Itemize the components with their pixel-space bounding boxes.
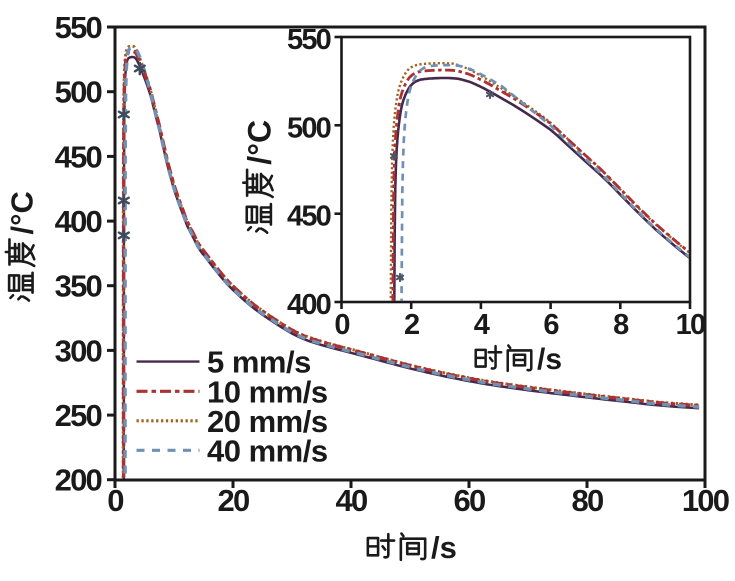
svg-text:550: 550 bbox=[287, 24, 331, 56]
svg-text:10 mm/s: 10 mm/s bbox=[207, 374, 328, 409]
svg-text:550: 550 bbox=[55, 10, 102, 45]
svg-text:/s: /s bbox=[537, 343, 562, 376]
svg-text:300: 300 bbox=[55, 333, 102, 368]
svg-text:500: 500 bbox=[55, 75, 102, 110]
svg-text:40: 40 bbox=[336, 483, 367, 518]
svg-text:400: 400 bbox=[55, 204, 102, 239]
svg-text:4: 4 bbox=[474, 309, 490, 341]
svg-text:450: 450 bbox=[287, 201, 331, 233]
svg-text:100: 100 bbox=[682, 483, 729, 518]
svg-text:8: 8 bbox=[613, 309, 629, 341]
svg-text:2: 2 bbox=[404, 309, 419, 341]
svg-text:60: 60 bbox=[454, 483, 485, 518]
svg-text:450: 450 bbox=[55, 139, 102, 174]
svg-text:40 mm/s: 40 mm/s bbox=[207, 433, 328, 468]
svg-text:/°C: /°C bbox=[242, 120, 278, 165]
svg-text:80: 80 bbox=[572, 483, 603, 518]
svg-text:5 mm/s: 5 mm/s bbox=[207, 345, 311, 380]
svg-text:20: 20 bbox=[218, 483, 249, 518]
svg-text:0: 0 bbox=[107, 483, 123, 518]
svg-text:500: 500 bbox=[287, 112, 331, 144]
svg-text:10: 10 bbox=[676, 309, 705, 341]
svg-text:0: 0 bbox=[334, 309, 349, 341]
svg-text:/°C: /°C bbox=[5, 191, 40, 234]
svg-text:200: 200 bbox=[55, 463, 102, 498]
svg-text:350: 350 bbox=[55, 269, 102, 304]
svg-text:6: 6 bbox=[543, 309, 559, 341]
svg-text:20 mm/s: 20 mm/s bbox=[207, 404, 328, 439]
svg-text:/s: /s bbox=[431, 530, 457, 565]
svg-text:400: 400 bbox=[287, 289, 331, 321]
svg-text:250: 250 bbox=[55, 398, 102, 433]
